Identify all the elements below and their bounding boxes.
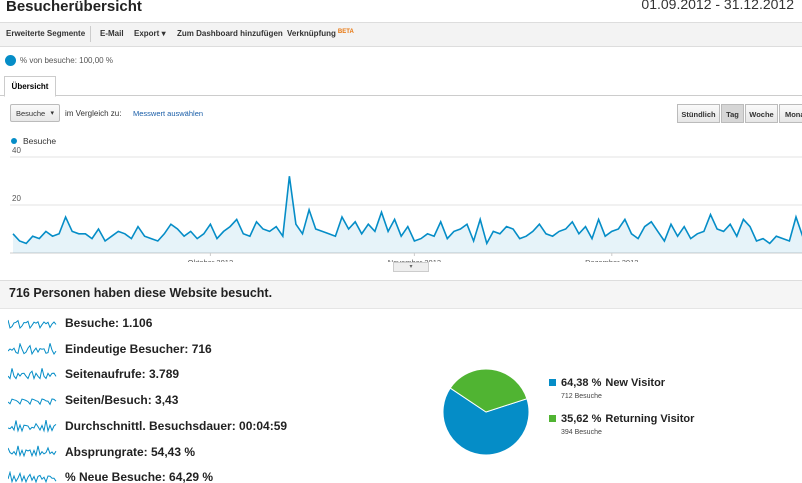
sparkline-path (7, 446, 57, 458)
sparkline-path (7, 341, 57, 355)
metric-dropdown[interactable]: Besuche (10, 104, 60, 123)
sparkline-path (7, 319, 57, 329)
date-range[interactable]: 01.09.2012 - 31.12.2012 (641, 0, 794, 12)
separator (90, 26, 91, 42)
granularity-button[interactable]: Stündlich (677, 104, 720, 123)
summary-headline: 716 Personen haben diese Website besucht… (9, 286, 273, 300)
legend-swatch (549, 379, 556, 386)
page-title: Besucherübersicht (6, 0, 142, 15)
detail-label: 394 Besuche (561, 429, 602, 436)
toolbar: Erweiterte Segmente E-Mail Export ▾ Zum … (0, 22, 802, 47)
metric-row: Absprungrate: 54,43 % (7, 444, 196, 460)
detail-label: 712 Besuche (561, 393, 602, 400)
metric-label: Eindeutige Besucher: 716 (65, 341, 212, 356)
value-label: 35,62 % (561, 413, 602, 425)
sparkline (7, 470, 57, 483)
metric-row: Seitenaufrufe: 3.789 (7, 367, 180, 382)
metric-row: % Neue Besuche: 64,29 % (7, 470, 214, 483)
metric-label: Seiten/Besuch: 3,43 (65, 393, 179, 408)
x-tick-label: Dezember 2012 (585, 258, 638, 262)
pie-slice (449, 368, 528, 413)
metric-label: Seitenaufrufe: 3.789 (65, 367, 180, 382)
summary-bar (0, 280, 802, 309)
segment-icon (5, 55, 16, 66)
sparkline-path (7, 470, 57, 483)
category-label: New Visitor (605, 377, 665, 389)
category-label: Returning Visitor (605, 413, 695, 425)
sparkline (7, 446, 57, 458)
pie-slice (442, 387, 530, 456)
sparkline (7, 341, 57, 355)
toolbar-label: Verknüpfung (287, 29, 336, 38)
metric-label: Besuche (16, 109, 46, 118)
sparkline (7, 319, 57, 329)
tab-line (0, 95, 802, 96)
segment-label[interactable]: % von besuche: 100,00 % (20, 56, 113, 65)
compare-label: im Vergleich zu: (65, 109, 122, 118)
expand-toggle[interactable]: ▾ (393, 262, 429, 272)
sparkline-path (7, 368, 57, 381)
sparkline-path (7, 419, 57, 433)
sparkline (7, 398, 57, 406)
legend-label: Besuche (23, 136, 57, 146)
x-tick-label: Oktober 2012 (188, 258, 233, 262)
granularity-button[interactable]: Woche (745, 104, 778, 123)
metric-row: Seiten/Besuch: 3,43 (7, 393, 179, 408)
legend-marker (11, 138, 17, 144)
metric-row: Besuche: 1.106 (7, 316, 153, 331)
value-label: 64,38 % (561, 377, 602, 389)
toolbar-label: Export (134, 29, 160, 38)
sparkline (7, 419, 57, 433)
metric-label: % Neue Besuche: 64,29 % (65, 470, 214, 483)
toolbar-item[interactable]: Erweiterte Segmente (6, 29, 86, 38)
toolbar-item[interactable]: Zum Dashboard hinzufügen (177, 29, 283, 38)
y-tick-label: 20 (12, 194, 21, 203)
metric-row: Eindeutige Besucher: 716 (7, 341, 212, 357)
line-chart: 20 40 Oktober 2012 November 2012 Dezember 20… (10, 146, 802, 262)
area (13, 176, 802, 253)
legend-entry: 64,38 % New Visitor (561, 377, 666, 389)
metric-label: Besuche: 1.106 (65, 316, 153, 330)
metric-link[interactable]: Messwert auswählen (133, 109, 204, 118)
x-tick-label: November 2012 (388, 258, 441, 262)
granularity-button[interactable]: Tag (721, 104, 744, 123)
badge: BETA (337, 29, 354, 35)
legend-entry: 35,62 % Returning Visitor (561, 413, 695, 425)
toolbar-item[interactable]: E-Mail (100, 29, 124, 38)
metric-row: Durchschnittl. Besuchsdauer: 00:04:59 (7, 418, 288, 434)
tab[interactable]: Übersicht (4, 76, 56, 97)
metric-label: Durchschnittl. Besuchsdauer: 00:04:59 (65, 418, 288, 433)
y-tick-label: 40 (12, 146, 21, 155)
legend-swatch (549, 415, 556, 422)
granularity-button[interactable]: Monat (779, 104, 802, 123)
toolbar-item[interactable]: Verknüpfung BETA (287, 29, 354, 38)
metric-label: Absprungrate: 54,43 % (65, 444, 196, 459)
toolbar-item[interactable]: Export ▾ (134, 29, 166, 38)
line (12, 176, 802, 246)
sparkline-path (7, 398, 57, 406)
sparkline (7, 368, 57, 381)
